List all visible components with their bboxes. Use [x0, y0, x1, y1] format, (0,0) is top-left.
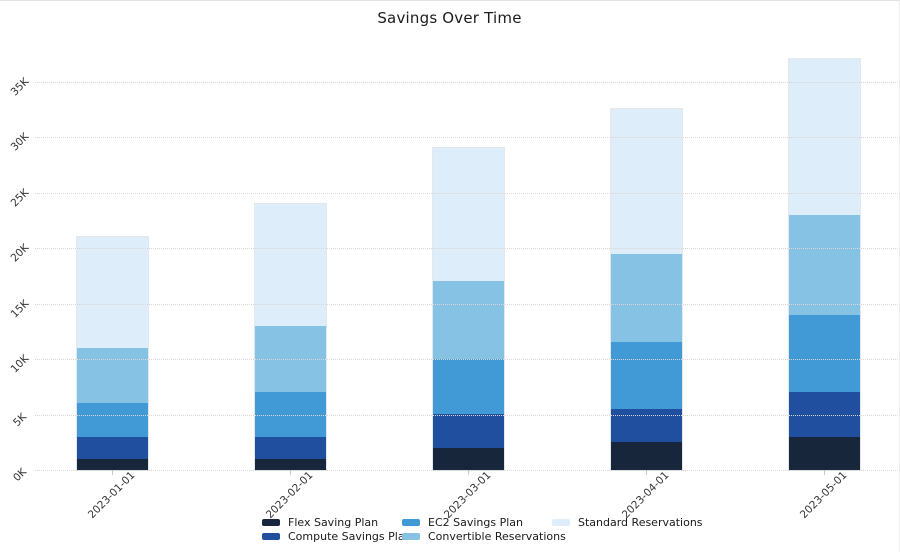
- gridline-25K: [35, 192, 899, 194]
- bar-2023-02-01: [253, 202, 327, 471]
- x-tick-label: 2023-01-01: [85, 469, 138, 521]
- x-tick-mark: [290, 470, 291, 475]
- bar-segment-compute-savings-plan[interactable]: [254, 436, 326, 459]
- x-tick-label: 2023-02-01: [263, 469, 316, 521]
- gridline-0K: [35, 470, 899, 471]
- bar-segment-compute-savings-plan[interactable]: [76, 436, 148, 459]
- x-tick-mark: [112, 470, 113, 475]
- legend-item-standard-reservations[interactable]: Standard Reservations: [552, 516, 703, 529]
- bar-segment-standard-reservations[interactable]: [788, 59, 860, 215]
- y-tick-label: 5K: [10, 410, 30, 429]
- bar-segment-flex-saving-plan[interactable]: [788, 436, 860, 470]
- bar-segment-flex-saving-plan[interactable]: [254, 458, 326, 470]
- gridline-30K: [35, 137, 899, 138]
- y-tick-label: 20K: [8, 241, 32, 265]
- legend-label: Compute Savings Plan: [288, 530, 412, 543]
- legend-swatch-flex-saving-plan: [262, 519, 280, 526]
- bar-segment-convertible-reservations[interactable]: [788, 214, 860, 315]
- bar-segment-compute-savings-plan[interactable]: [610, 408, 682, 443]
- bar-segment-compute-savings-plan[interactable]: [788, 392, 860, 437]
- bar-2023-05-01: [787, 58, 861, 471]
- bar-segment-convertible-reservations[interactable]: [610, 253, 682, 343]
- y-tick-label: 0K: [10, 465, 30, 485]
- bar-segment-compute-savings-plan[interactable]: [432, 414, 504, 448]
- bar-segment-ec2-savings-plan[interactable]: [76, 403, 148, 437]
- bar-segment-flex-saving-plan[interactable]: [610, 442, 682, 470]
- bar-segment-ec2-savings-plan[interactable]: [254, 392, 326, 437]
- bar-segment-convertible-reservations[interactable]: [76, 347, 148, 404]
- legend-item-convertible-reservations[interactable]: Convertible Reservations: [402, 530, 566, 543]
- bar-segment-convertible-reservations[interactable]: [432, 281, 504, 359]
- bar-segment-standard-reservations[interactable]: [76, 236, 148, 348]
- gridline-15K: [35, 303, 899, 305]
- legend-swatch-ec2-savings-plan: [402, 519, 420, 526]
- gridline-5K: [35, 414, 899, 416]
- x-tick-label: 2023-05-01: [797, 469, 850, 521]
- legend-label: Flex Saving Plan: [288, 516, 379, 529]
- y-tick-label: 15K: [8, 297, 32, 320]
- y-tick-label: 35K: [8, 75, 32, 98]
- legend-swatch-standard-reservations: [552, 519, 570, 526]
- x-tick-mark: [824, 470, 825, 475]
- bar-2023-01-01: [75, 235, 149, 471]
- y-tick-label: 25K: [8, 186, 32, 209]
- bar-2023-04-01: [609, 108, 683, 471]
- y-tick-label: 10K: [8, 352, 32, 376]
- bar-segment-convertible-reservations[interactable]: [254, 325, 326, 393]
- x-tick-mark: [646, 470, 647, 475]
- legend-label: Convertible Reservations: [428, 530, 566, 543]
- chart-title: Savings Over Time: [377, 9, 522, 27]
- x-tick-label: 2023-03-01: [441, 469, 494, 521]
- bar-segment-ec2-savings-plan[interactable]: [610, 342, 682, 409]
- gridline-20K: [35, 248, 899, 249]
- bar-segment-standard-reservations[interactable]: [432, 148, 504, 282]
- bar-segment-ec2-savings-plan[interactable]: [788, 314, 860, 393]
- bar-segment-standard-reservations[interactable]: [610, 109, 682, 254]
- gridline-35K: [35, 81, 899, 83]
- bar-segment-ec2-savings-plan[interactable]: [432, 358, 504, 415]
- bar-segment-flex-saving-plan[interactable]: [432, 447, 504, 470]
- legend-label: EC2 Savings Plan: [428, 516, 523, 529]
- gridline-10K: [35, 359, 899, 360]
- legend-item-ec2-savings-plan[interactable]: EC2 Savings Plan: [402, 516, 523, 529]
- bar-segment-flex-saving-plan[interactable]: [76, 458, 148, 470]
- y-tick-label: 30K: [8, 130, 32, 154]
- bar-segment-standard-reservations[interactable]: [254, 203, 326, 326]
- legend-swatch-convertible-reservations: [402, 533, 420, 540]
- legend-item-compute-savings-plan[interactable]: Compute Savings Plan: [262, 530, 412, 543]
- x-tick-label: 2023-04-01: [619, 469, 672, 521]
- legend-swatch-compute-savings-plan: [262, 533, 280, 540]
- legend-item-flex-saving-plan[interactable]: Flex Saving Plan: [262, 516, 378, 529]
- bar-2023-03-01: [431, 147, 505, 471]
- x-tick-mark: [468, 470, 469, 475]
- legend-label: Standard Reservations: [578, 516, 703, 529]
